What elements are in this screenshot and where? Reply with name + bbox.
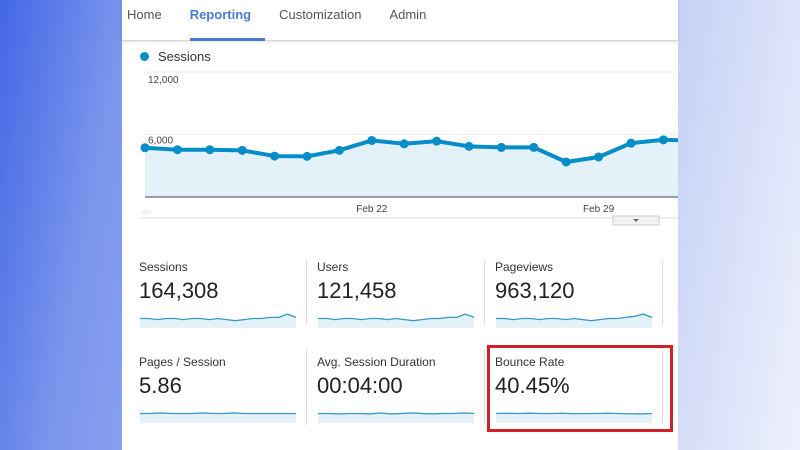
data-point xyxy=(464,141,474,151)
metric-card[interactable]: Pageviews 963,120 xyxy=(495,260,665,345)
card-divider xyxy=(662,350,663,425)
data-point xyxy=(334,145,344,155)
sparkline-line xyxy=(496,313,653,322)
legend-dot-icon xyxy=(140,52,149,61)
legend-label: Sessions xyxy=(158,49,211,64)
tab-home[interactable]: Home xyxy=(127,7,162,22)
card-divider xyxy=(306,350,307,425)
x-tick-label: Feb 29 xyxy=(583,204,615,215)
data-point xyxy=(270,151,280,161)
metric-value: 164,308 xyxy=(139,278,219,303)
sparkline-area xyxy=(318,314,474,328)
data-point xyxy=(594,152,604,162)
metric-value: 5.86 xyxy=(139,373,182,398)
sparkline-area xyxy=(140,314,296,328)
data-point xyxy=(302,151,312,161)
metric-card[interactable]: Avg. Session Duration 00:04:00 xyxy=(317,355,487,440)
sparkline-line xyxy=(495,412,653,415)
sessions-chart: 12,000 6,000... Feb 22 Feb 29 xyxy=(140,71,678,226)
sparkline-line xyxy=(318,412,475,415)
metric-card[interactable]: Bounce Rate 40.45% xyxy=(495,355,665,440)
data-point xyxy=(658,135,668,145)
sparkline xyxy=(495,412,653,423)
sparkline xyxy=(318,313,475,328)
tab-customization[interactable]: Customization xyxy=(279,7,362,22)
data-point xyxy=(367,135,377,145)
data-point xyxy=(205,145,215,155)
metric-card[interactable]: Sessions 164,308 xyxy=(139,260,309,345)
sparkline xyxy=(140,313,297,328)
chart-legend[interactable]: Sessions xyxy=(140,49,211,64)
analytics-panel: Home Reporting Customization Admin Sessi… xyxy=(122,0,678,450)
series-line xyxy=(144,137,678,165)
card-divider xyxy=(306,260,307,325)
data-point xyxy=(432,136,442,146)
sparkline-area xyxy=(140,412,296,423)
metric-card[interactable]: Users 121,458 xyxy=(317,260,487,345)
metric-label: Avg. Session Duration xyxy=(317,355,436,369)
chevron-down-icon xyxy=(633,219,639,222)
metric-value: 00:04:00 xyxy=(317,373,403,398)
tab-reporting[interactable]: Reporting xyxy=(189,0,266,41)
tab-admin[interactable]: Admin xyxy=(389,7,427,22)
sparkline-area xyxy=(496,314,652,328)
data-point xyxy=(140,143,150,153)
metric-label: Bounce Rate xyxy=(495,355,565,369)
y-tick-label: 6,000 xyxy=(148,136,173,147)
data-point xyxy=(172,145,182,155)
metric-value: 40.45% xyxy=(495,373,570,398)
top-nav: Home Reporting Customization Admin xyxy=(122,0,678,41)
metric-card[interactable]: Pages / Session 5.86 xyxy=(139,355,309,440)
metric-label: Sessions xyxy=(139,260,188,274)
card-divider xyxy=(484,350,485,425)
data-point xyxy=(529,142,539,152)
series-group xyxy=(140,135,678,197)
bounce-rate-highlight xyxy=(487,345,673,432)
x-tick-label: Feb 22 xyxy=(356,204,388,215)
y-tick-label: 12,000 xyxy=(148,75,179,86)
card-divider xyxy=(484,260,485,325)
sparkline-area xyxy=(318,412,474,423)
data-point xyxy=(561,157,571,167)
sparkline-area xyxy=(496,413,652,423)
metric-label: Pages / Session xyxy=(139,355,226,369)
metric-value: 963,120 xyxy=(495,278,575,303)
sparkline-line xyxy=(140,412,296,415)
data-point xyxy=(626,138,636,148)
sparkline-line xyxy=(318,313,475,322)
sparkline xyxy=(318,412,475,423)
data-point xyxy=(237,145,247,155)
data-point xyxy=(496,142,506,152)
sparkline xyxy=(140,412,296,423)
x-start-label: ... xyxy=(142,205,150,215)
data-point xyxy=(399,139,409,149)
metric-value: 121,458 xyxy=(317,278,397,303)
sparkline xyxy=(496,313,653,328)
metric-label: Pageviews xyxy=(495,260,554,274)
sparkline-line xyxy=(140,313,297,322)
metric-label: Users xyxy=(317,260,349,274)
card-divider xyxy=(662,260,663,325)
